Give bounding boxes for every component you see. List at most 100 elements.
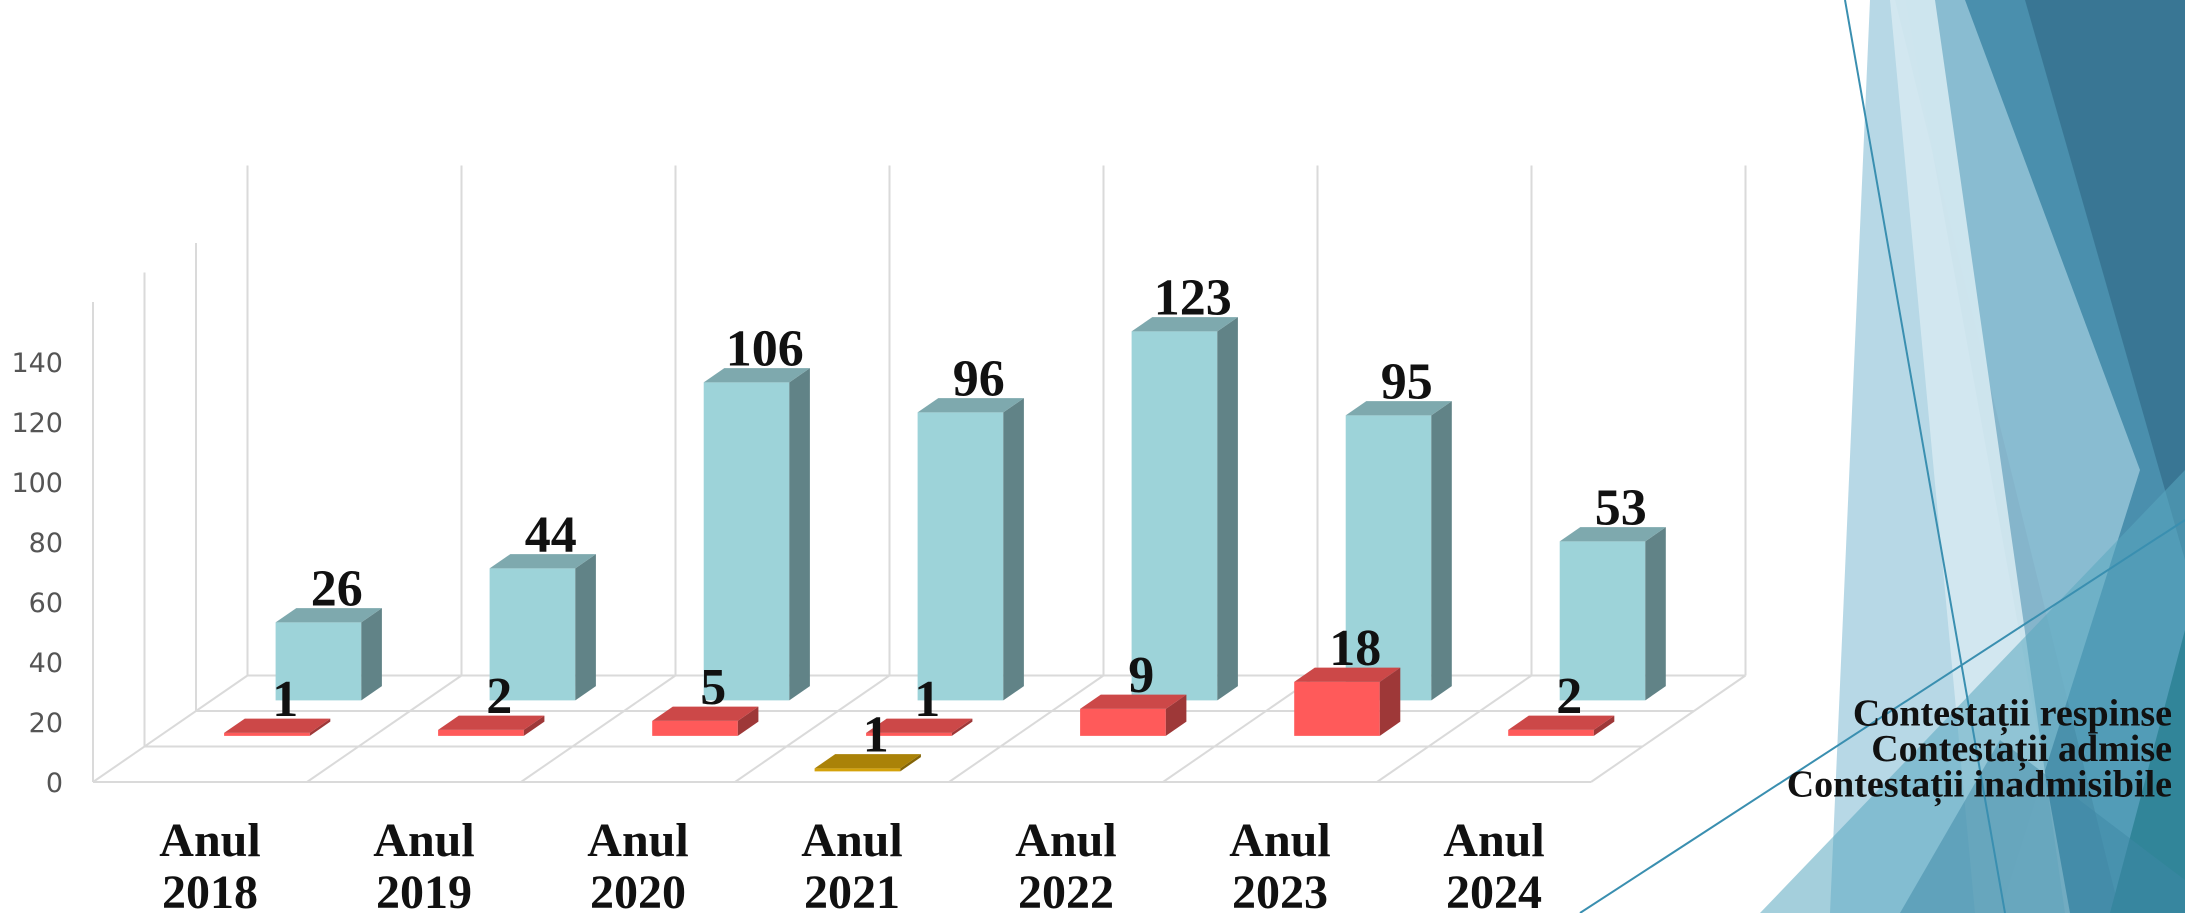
x-tick-line: Anul — [1229, 814, 1330, 867]
bar-front — [489, 568, 576, 701]
data-label: 106 — [726, 320, 804, 377]
bar-front — [224, 732, 310, 736]
bar-side — [575, 554, 596, 701]
bar-top — [224, 718, 331, 733]
bar-side — [789, 368, 810, 701]
series-label: Contestații respinse — [1853, 692, 2172, 735]
y-tick-label: 60 — [29, 588, 63, 619]
bar — [1131, 317, 1238, 701]
background-decoration — [1579, 0, 2185, 914]
bar-front — [438, 729, 524, 736]
data-label: 96 — [953, 350, 1005, 407]
data-label: 1 — [272, 671, 298, 728]
y-tick-label: 120 — [11, 408, 63, 439]
bar-top — [917, 398, 1024, 413]
bar-front — [275, 622, 362, 701]
floor-line — [1376, 674, 1533, 783]
bar-front — [1345, 415, 1432, 701]
bar — [489, 554, 596, 701]
bar-side — [1003, 398, 1024, 701]
bar-front — [1294, 681, 1380, 736]
bar — [224, 718, 331, 736]
x-tick-line: 2019 — [376, 866, 472, 913]
data-label: 2 — [486, 668, 512, 725]
bar — [1559, 527, 1666, 701]
bar-front — [1131, 331, 1218, 701]
x-tick-line: 2020 — [590, 866, 686, 913]
bar — [652, 706, 759, 736]
data-label: 123 — [1154, 269, 1232, 326]
bar-side — [1431, 401, 1452, 701]
x-tick-line: 2022 — [1018, 866, 1114, 913]
bar-side — [1217, 317, 1238, 701]
floor-line — [1162, 674, 1319, 783]
y-tick-label: 20 — [29, 708, 63, 739]
data-label: 1 — [914, 671, 940, 728]
x-tick-line: 2024 — [1446, 866, 1542, 913]
gridlines — [92, 165, 1747, 782]
x-tick-line: 2023 — [1232, 866, 1328, 913]
x-tick-label: Anul 2023 — [1229, 814, 1330, 913]
bar-side — [361, 608, 382, 701]
x-tick-line: Anul — [159, 814, 260, 867]
bar-side — [309, 718, 331, 736]
y-tick-label: 80 — [29, 528, 63, 559]
x-tick-label: Anul 2021 — [801, 814, 902, 913]
x-tick-line: Anul — [801, 814, 902, 867]
data-label: 18 — [1329, 620, 1381, 677]
y-tick-label: 40 — [29, 648, 63, 679]
bar-front — [866, 732, 952, 736]
bar-front — [1508, 729, 1594, 736]
series-label: Contestații inadmisibile — [1787, 763, 2172, 806]
data-label: 44 — [525, 506, 577, 563]
series-label: Contestații admise — [1871, 728, 2172, 771]
x-tick-line: 2021 — [804, 866, 900, 913]
bar — [866, 718, 973, 736]
x-tick-label: Anul 2018 — [159, 814, 260, 913]
data-label: 95 — [1381, 353, 1433, 410]
bar-top — [275, 608, 382, 623]
x-tick-line: 2018 — [162, 866, 258, 913]
bar-top — [814, 754, 921, 769]
floor-line — [1590, 674, 1747, 783]
bar — [814, 754, 921, 772]
bar-side — [523, 715, 545, 736]
bar — [917, 398, 1024, 701]
bar-front — [652, 720, 738, 736]
bar — [1080, 694, 1187, 736]
bar-front — [703, 382, 790, 701]
floor-line — [306, 674, 463, 783]
x-tick-line: Anul — [1443, 814, 1544, 867]
bar-side — [1165, 694, 1187, 736]
bar-top — [1345, 401, 1452, 416]
floor-line — [520, 674, 677, 783]
floor-line — [92, 674, 249, 783]
bar-top — [1294, 667, 1401, 682]
bar — [1294, 667, 1401, 736]
data-label: 1 — [863, 706, 889, 763]
data-label: 9 — [1128, 647, 1154, 704]
data-label: 26 — [311, 560, 363, 617]
bar-side — [1593, 715, 1615, 736]
x-tick-label: Anul 2024 — [1443, 814, 1544, 913]
y-tick-label: 0 — [46, 768, 63, 799]
deco-shape — [1900, 740, 2185, 913]
bar — [1508, 715, 1615, 736]
data-labels: 26 44 106 96 123 95 53 1 2 5 1 9 18 2 1 — [272, 269, 1647, 763]
deco-line — [1844, 0, 2006, 914]
bar — [1345, 401, 1452, 701]
data-label: 53 — [1595, 479, 1647, 536]
bar-top — [489, 554, 596, 569]
x-tick-label: Anul 2020 — [587, 814, 688, 913]
y-tick-label: 140 — [11, 348, 63, 379]
bar-top — [1131, 317, 1238, 332]
x-tick-line: Anul — [1015, 814, 1116, 867]
y-axis-ticks: 0 20 40 60 80 100 120 140 — [11, 348, 63, 799]
bar-front — [917, 412, 1004, 701]
bar-side — [951, 718, 973, 736]
bar-top — [703, 368, 810, 383]
bar — [438, 715, 545, 736]
